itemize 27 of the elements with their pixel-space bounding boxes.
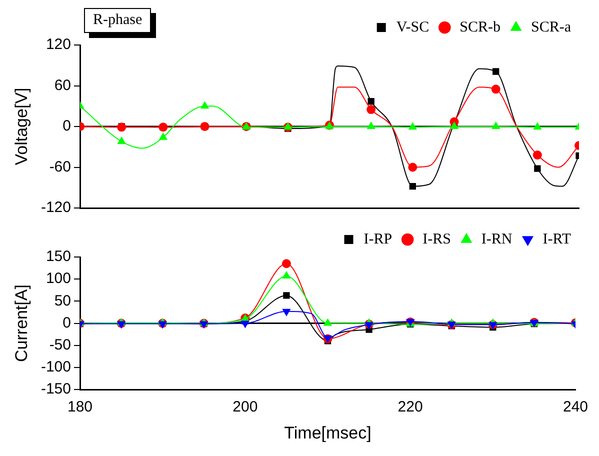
- y-tick-label: -100: [40, 358, 71, 376]
- y-tick-label: 100: [46, 270, 71, 288]
- legend-label: SCR-a: [530, 19, 572, 36]
- legend-label: I-RS: [422, 231, 451, 248]
- y-tick-label: -120: [40, 199, 71, 216]
- legend-label: V-SC: [396, 19, 430, 36]
- x-tick-label: 220: [398, 398, 423, 416]
- y-tick-label: 150: [46, 248, 71, 266]
- x-tick-label: 180: [67, 398, 93, 416]
- chart-title: R-phase: [84, 8, 152, 33]
- y-tick-label: 0: [62, 118, 71, 135]
- legend-label: I-RT: [542, 231, 572, 248]
- y-tick-label: -50: [49, 336, 71, 354]
- y-tick-label: 120: [46, 36, 71, 54]
- legend-label: I-RP: [364, 231, 392, 248]
- legend-label: SCR-b: [460, 19, 501, 36]
- y-axis-title: Current[A]: [12, 284, 31, 362]
- y-tick-label: -60: [49, 158, 71, 176]
- y-tick-label: 0: [62, 314, 71, 332]
- x-tick-label: 240: [562, 398, 588, 416]
- legend-label: I-RN: [481, 231, 512, 248]
- y-tick-label: -150: [40, 380, 71, 398]
- y-tick-label: 60: [54, 76, 71, 94]
- x-tick-label: 200: [232, 398, 258, 416]
- y-axis-title: Voltage[V]: [12, 88, 31, 166]
- y-tick-label: 50: [54, 292, 71, 310]
- x-axis-title: Time[msec]: [284, 423, 372, 442]
